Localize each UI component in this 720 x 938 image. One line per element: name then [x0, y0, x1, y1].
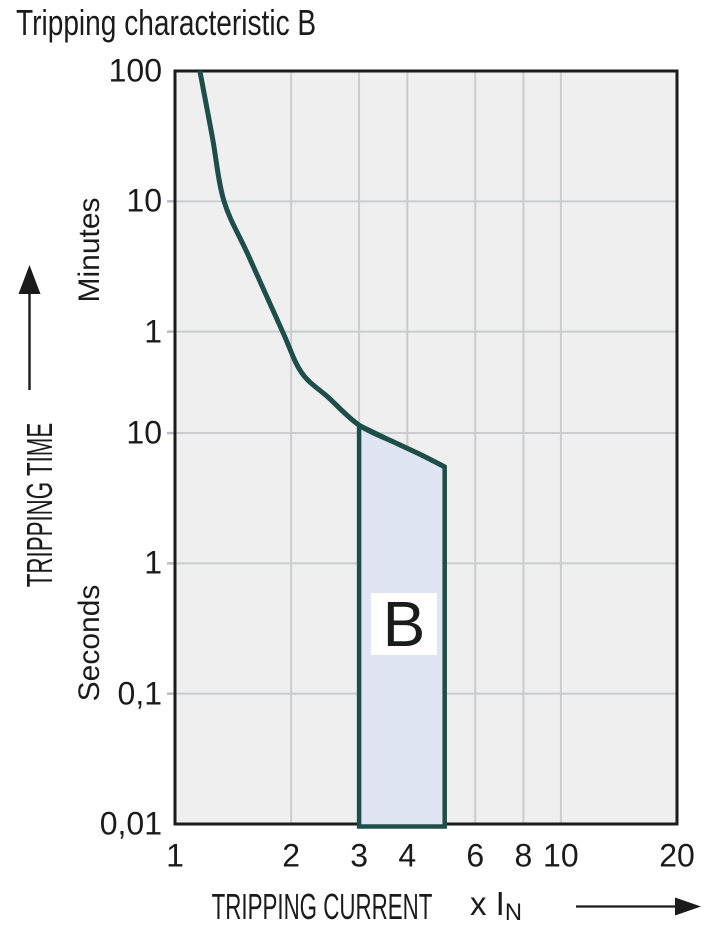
x-tick-label: 6 [466, 837, 485, 874]
x-tick-label: 1 [166, 837, 184, 874]
tripping-curve [197, 70, 446, 470]
y-axis-title-text: TRIPPING TIME [19, 422, 60, 588]
x-axis-unit-subscript: N [504, 899, 522, 927]
up-arrow-icon [18, 265, 41, 390]
y-tick-label: 100 [108, 52, 162, 89]
x-tick-label: 3 [350, 837, 368, 874]
x-tick-label: 8 [514, 837, 533, 874]
region-b-label: B [371, 592, 437, 656]
x-axis-unit-prefix: x I [470, 884, 505, 922]
y-tick-label: 1 [144, 544, 162, 581]
x-axis-title: TRIPPING CURRENT [144, 886, 500, 928]
chart-title-text: Tripping characteristic B [16, 2, 317, 43]
y-axis-lower-unit-label: Seconds [73, 584, 106, 702]
y-tick-label: 0,01 [99, 805, 162, 842]
x-axis-unit-label: x IN [470, 885, 522, 927]
right-arrow-icon [576, 897, 701, 916]
chart-title: Tripping characteristic B [16, 1, 401, 45]
x-tick-label: 2 [282, 837, 301, 874]
y-axis-title: TRIPPING TIME [19, 372, 61, 637]
x-axis-title-text: TRIPPING CURRENT [211, 886, 433, 927]
x-tick-label: 4 [398, 837, 417, 874]
y-tick-label: 10 [126, 182, 162, 219]
y-axis-upper-unit-label: Minutes [73, 197, 106, 303]
y-tick-label: 1 [144, 313, 162, 350]
y-tick-label: 0,1 [117, 675, 162, 712]
x-tick-label: 20 [659, 837, 695, 874]
y-tick-label: 10 [126, 414, 162, 451]
x-tick-label: 10 [543, 837, 579, 874]
